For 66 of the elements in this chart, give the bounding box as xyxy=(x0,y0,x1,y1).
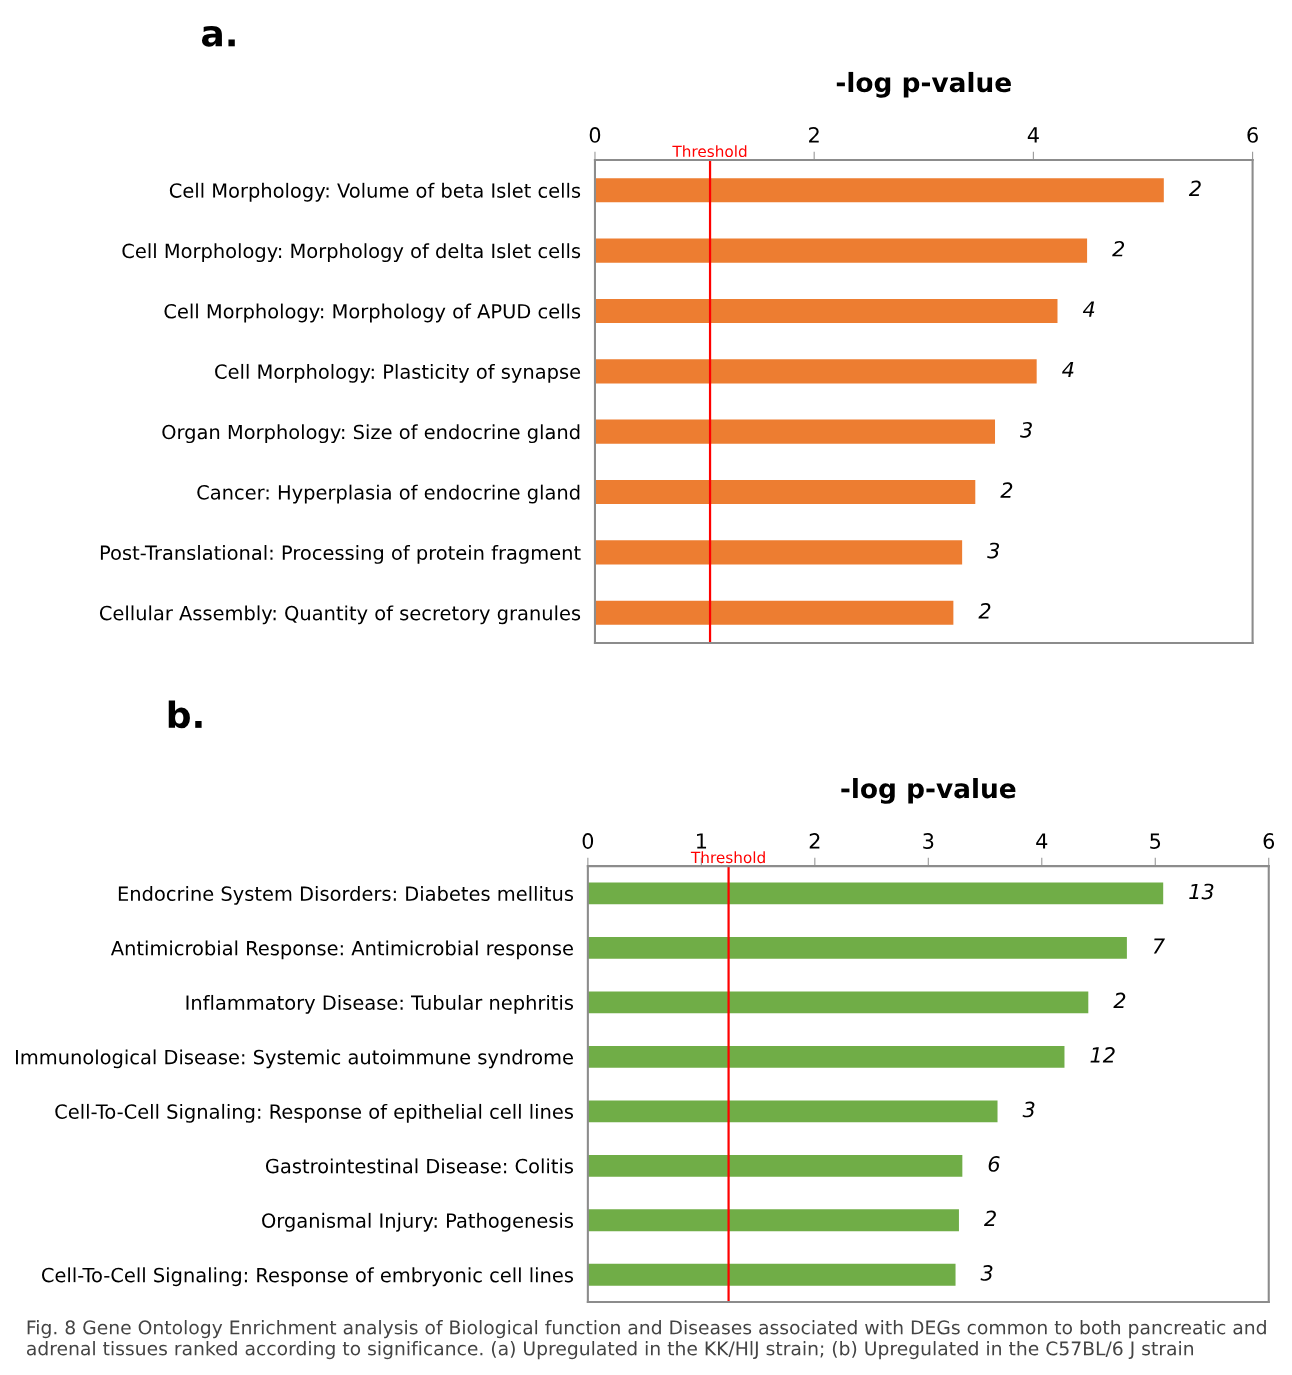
annotation: 4 xyxy=(1062,361,1074,378)
x-tick-label: 2 xyxy=(809,127,819,143)
y-tick-label: Cell Morphology: Plasticity of synapse xyxy=(215,363,581,383)
annotation: 12 xyxy=(1090,1047,1115,1063)
annotation: 2 xyxy=(1188,180,1201,196)
bar xyxy=(587,1100,998,1123)
y-tick-label: Organismal Injury: Pathogenesis xyxy=(262,1212,574,1232)
bar xyxy=(587,882,1164,905)
annotation: 2 xyxy=(1000,482,1013,498)
y-tick-label: Antimicrobial Response: Antimicrobial response xyxy=(110,940,573,960)
bar xyxy=(594,178,1164,203)
annotation: 6 xyxy=(988,1156,1000,1172)
y-tick-label: Cancer: Hyperplasia of endocrine gland xyxy=(197,484,580,504)
bar xyxy=(594,479,976,505)
caption: Fig. 8 Gene Ontology Enrichment analysis of Biological function and Diseases associated with DEGs common to both pancreatic and adrenal tissues ranked according to significance. (a) Upregulated in the KK/HlJ strain; (b) Upregulated in the C57BL/6 J strain xyxy=(26,1320,1266,1360)
bar xyxy=(594,298,1058,324)
y-tick-label: Gastrointestinal Disease: Colitis xyxy=(265,1158,574,1174)
y-tick-label: Cell-To-Cell Signaling: Response of embryonic cell lines xyxy=(41,1267,574,1287)
x-tick-label: 3 xyxy=(923,833,934,849)
y-tick-label: Cell-To-Cell Signaling: Response of epithelial cell lines xyxy=(55,1103,574,1123)
y-tick-label: Organ Morphology: Size of endocrine gland xyxy=(162,424,580,444)
bar xyxy=(587,1154,963,1177)
annotation: 3 xyxy=(1022,1101,1035,1118)
x-tick-label: 0 xyxy=(582,833,594,849)
bar xyxy=(587,1263,956,1286)
annotation: 3 xyxy=(1020,421,1032,438)
bar xyxy=(594,600,954,625)
bar xyxy=(587,991,1089,1014)
bar xyxy=(594,419,996,444)
annotation: 13 xyxy=(1189,883,1214,900)
ref-line-label: Threshold xyxy=(690,851,765,864)
annotation: 3 xyxy=(980,1265,993,1281)
bar xyxy=(587,936,1127,959)
annotation: 3 xyxy=(987,542,1000,559)
annotation: 7 xyxy=(1153,938,1165,954)
x-axis-title: -log p-value xyxy=(836,71,1011,98)
y-tick-label: Cellular Assembly: Quantity of secretory granules xyxy=(99,605,581,625)
text: b. xyxy=(168,700,202,729)
annotation: 2 xyxy=(1112,240,1125,257)
y-tick-label: Cell Morphology: Morphology of APUD cells xyxy=(164,303,581,323)
y-tick-label: Cell Morphology: Volume of beta Islet cells xyxy=(169,182,581,202)
x-tick-label: 0 xyxy=(589,127,601,143)
x-tick-label: 6 xyxy=(1247,127,1258,143)
bar xyxy=(594,238,1088,263)
annotation: 2 xyxy=(984,1210,996,1227)
x-tick-label: 1 xyxy=(697,833,707,849)
y-tick-label: Post-Translational: Processing of protein fragment xyxy=(100,545,581,564)
y-tick-label: Endocrine System Disorders: Diabetes mellitus xyxy=(118,885,574,905)
bar xyxy=(587,1045,1065,1068)
y-tick-label: Immunological Disease: Systemic autoimmune syndrome xyxy=(16,1049,573,1069)
bar xyxy=(594,359,1037,384)
x-tick-label: 4 xyxy=(1036,833,1048,849)
annotation: 2 xyxy=(1113,992,1126,1009)
x-tick-label: 5 xyxy=(1150,833,1161,849)
x-axis-title: -log p-value xyxy=(841,777,1016,804)
y-tick-label: Inflammatory Disease: Tubular nephritis xyxy=(186,994,574,1014)
annotation: 2 xyxy=(978,603,991,619)
y-tick-label: Cell Morphology: Morphology of delta Islet cells xyxy=(122,243,581,263)
text: a. xyxy=(201,26,235,47)
x-tick-label: 6 xyxy=(1263,833,1275,849)
x-tick-label: 2 xyxy=(809,833,820,849)
bar xyxy=(587,1209,959,1232)
bar xyxy=(594,540,963,565)
annotation: 4 xyxy=(1082,301,1095,317)
x-tick-label: 4 xyxy=(1027,127,1039,143)
ref-line-label: Threshold xyxy=(672,145,747,158)
